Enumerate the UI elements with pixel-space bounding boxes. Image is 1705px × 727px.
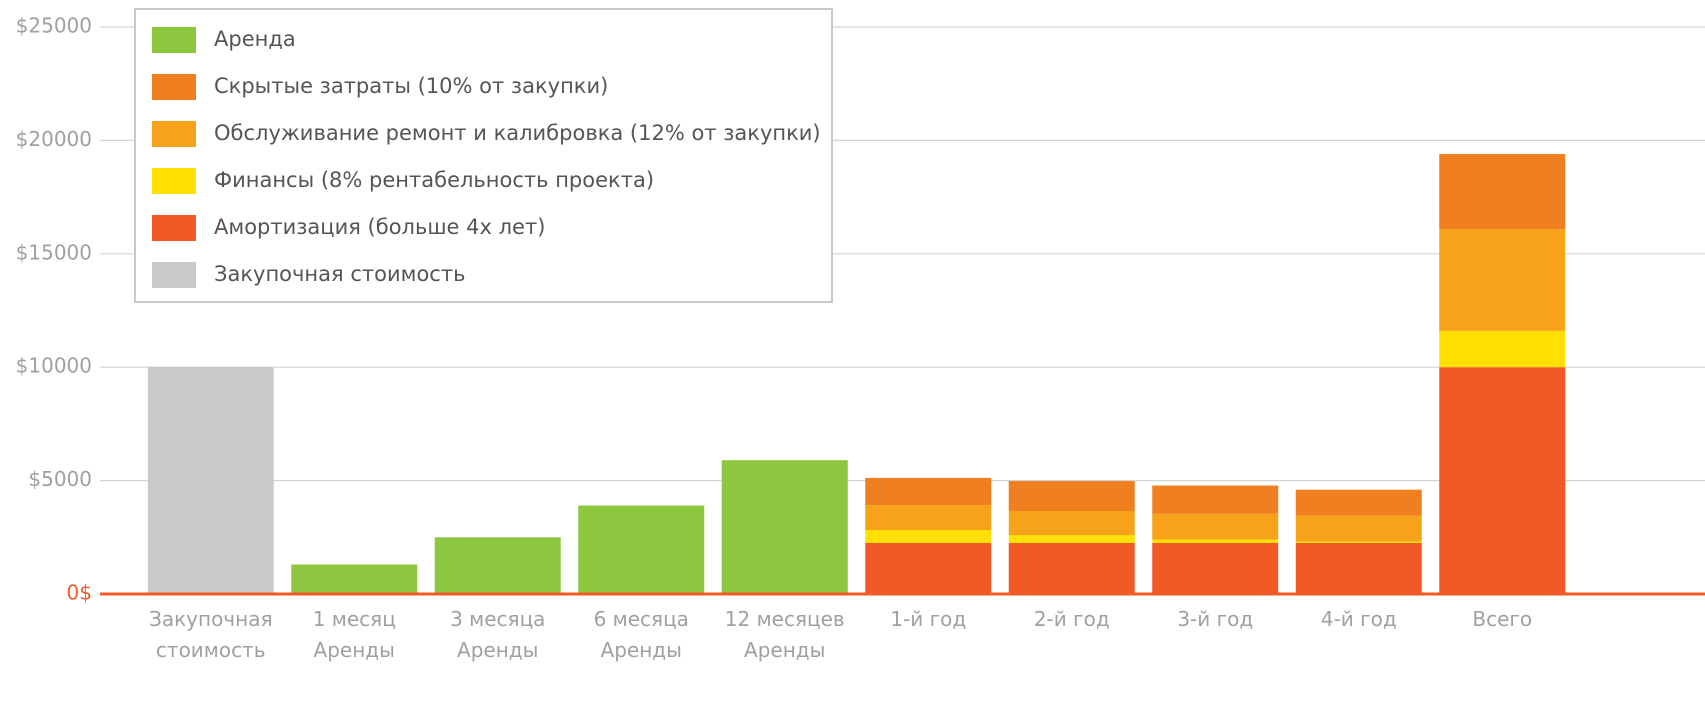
legend-swatch bbox=[152, 168, 196, 194]
bar-segment bbox=[865, 505, 992, 531]
x-tick-label: 4-й год bbox=[1320, 607, 1397, 631]
x-tick-label: 3 месяца Аренды bbox=[450, 607, 546, 662]
bar-segment bbox=[1295, 541, 1422, 543]
x-tick-label: 1 месяц Аренды bbox=[312, 607, 396, 662]
bar-segment bbox=[1152, 539, 1279, 543]
legend-box bbox=[134, 8, 833, 303]
bar-segment bbox=[1439, 154, 1566, 230]
legend-label: Закупочная стоимость bbox=[214, 262, 465, 286]
legend-swatch bbox=[152, 262, 196, 288]
bar-segment bbox=[1152, 542, 1279, 594]
y-tick-label: 0$ bbox=[67, 581, 92, 605]
legend-label: Финансы (8% рентабельность проекта) bbox=[214, 168, 654, 192]
bar-segment bbox=[1439, 229, 1566, 331]
y-tick-label: $15000 bbox=[16, 240, 92, 264]
x-tick-label: 2-й год bbox=[1033, 607, 1110, 631]
y-tick-label: $5000 bbox=[28, 467, 92, 491]
bar-segment bbox=[865, 542, 992, 594]
bar-segment bbox=[1295, 515, 1422, 542]
legend: Аренда Скрытые затраты (10% от закупки) Об… bbox=[134, 8, 833, 303]
bar-segment bbox=[434, 537, 561, 594]
bar-segment bbox=[1008, 481, 1135, 511]
x-tick-label: Всего bbox=[1472, 607, 1533, 631]
bar-segment bbox=[1295, 489, 1422, 516]
bar-segment bbox=[147, 367, 274, 594]
legend-swatch bbox=[152, 121, 196, 147]
bar-segment bbox=[1008, 535, 1135, 543]
bar-segment bbox=[1295, 542, 1422, 594]
legend-label: Амортизация (больше 4х лет) bbox=[214, 215, 545, 239]
legend-swatch bbox=[152, 27, 196, 53]
x-tick-label: 1-й год bbox=[890, 607, 967, 631]
x-tick-label: 6 месяца Аренды bbox=[593, 607, 689, 662]
x-tick-label: 12 месяцев Аренды bbox=[724, 607, 845, 662]
bar-segment bbox=[721, 460, 848, 594]
bar-segment bbox=[1008, 510, 1135, 536]
bar-segment bbox=[865, 477, 992, 506]
legend-label: Обслуживание ремонт и калибровка (12% от… bbox=[214, 121, 821, 145]
legend-label: Аренда bbox=[214, 27, 296, 51]
x-tick-label: Закупочная стоимость bbox=[149, 607, 273, 662]
x-tick-label: 3-й год bbox=[1177, 607, 1254, 631]
bar-segment bbox=[291, 564, 418, 594]
bar-segment bbox=[1008, 542, 1135, 594]
bar-segment bbox=[1439, 367, 1566, 594]
bar-segment bbox=[1152, 485, 1279, 514]
y-tick-label: $20000 bbox=[16, 127, 92, 151]
bar-segment bbox=[865, 530, 992, 543]
bar-segment bbox=[1152, 513, 1279, 540]
legend-swatch bbox=[152, 74, 196, 100]
legend-label: Скрытые затраты (10% от закупки) bbox=[214, 74, 608, 98]
legend-swatch bbox=[152, 215, 196, 241]
y-tick-label: $25000 bbox=[16, 14, 92, 38]
bar-segment bbox=[1439, 330, 1566, 368]
bar-segment bbox=[578, 505, 705, 594]
y-tick-label: $10000 bbox=[16, 354, 92, 378]
